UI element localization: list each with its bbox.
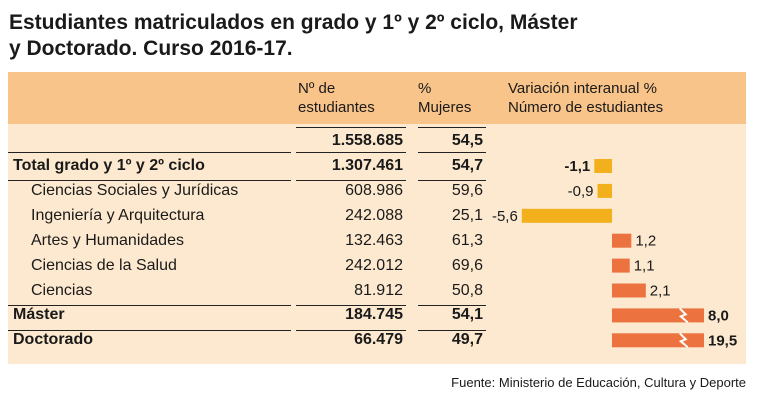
- row-label: Ingeniería y Arquitectura: [31, 206, 205, 224]
- table-rule: [418, 305, 486, 306]
- axis-break-mark: [678, 332, 689, 349]
- header-pct-women: % Mujeres: [418, 79, 471, 117]
- row-pct-women: 49,7: [451, 331, 483, 349]
- header-variation: Variación interanual % Número de estudia…: [508, 79, 663, 117]
- variation-bar: [612, 233, 632, 248]
- bar-value-label: 8,0: [708, 307, 729, 324]
- bar-value-label: 2,1: [650, 283, 671, 300]
- row-label: Total grado y 1º y 2º ciclo: [13, 157, 205, 174]
- table-rule: [8, 305, 291, 306]
- row-label: Ciencias Sociales y Jurídicas: [31, 181, 239, 199]
- row-num-students: 66.479: [354, 331, 403, 349]
- chart-title: Estudiantes matriculados en grado y 1º y…: [9, 10, 578, 62]
- table-rule: [296, 330, 406, 331]
- table-rule: [296, 305, 406, 306]
- row-num-students: 132.463: [345, 231, 403, 249]
- row-pct-women: 25,1: [451, 206, 483, 224]
- variation-bar: [612, 283, 646, 298]
- row-label: Ciencias de la Salud: [31, 256, 177, 274]
- header-num-students: Nº de estudiantes: [298, 79, 375, 117]
- row-pct-women: 54,1: [451, 306, 483, 324]
- row-pct-women: 69,6: [451, 256, 483, 274]
- row-label: Artes y Humanidades: [31, 231, 184, 249]
- variation-bar: [521, 208, 612, 223]
- table-rule: [296, 180, 406, 181]
- bar-value-label: 1,2: [635, 233, 656, 250]
- table-rule: [418, 127, 486, 128]
- header-pct-line-1: %: [418, 80, 432, 97]
- row-label: Ciencias: [31, 281, 93, 299]
- row-num-students: 608.986: [345, 181, 403, 199]
- title-line-1: Estudiantes matriculados en grado y 1º y…: [9, 11, 578, 34]
- table-rule: [8, 330, 291, 331]
- row-num-students: 1.307.461: [331, 157, 403, 174]
- table-rule: [8, 180, 291, 181]
- row-num-students: 242.088: [345, 206, 403, 224]
- bar-value-label: -5,6: [492, 208, 518, 225]
- row-pct-women: 59,6: [451, 181, 483, 199]
- variation-bar: [612, 333, 704, 348]
- total-num: 1.558.685: [331, 132, 403, 149]
- table-rule: [418, 152, 486, 153]
- header-num-line-1: Nº de: [298, 80, 336, 97]
- bar-value-label: 19,5: [708, 332, 737, 349]
- total-pct: 54,5: [451, 132, 483, 149]
- table-rule: [296, 127, 406, 128]
- row-pct-women: 61,3: [451, 231, 483, 249]
- row-num-students: 242.012: [345, 256, 403, 274]
- row-num-students: 184.745: [345, 306, 403, 324]
- bar-value-label: 1,1: [634, 258, 655, 275]
- table-header-band: [8, 72, 746, 124]
- row-label: Doctorado: [13, 331, 93, 349]
- table-rule: [8, 152, 291, 153]
- row-pct-women: 54,7: [451, 157, 483, 174]
- table-rule: [418, 330, 486, 331]
- row-label: Máster: [13, 306, 65, 324]
- row-num-students: 81.912: [354, 281, 403, 299]
- table-rule: [296, 152, 406, 153]
- variation-bar: [597, 183, 612, 198]
- variation-bar: [594, 159, 612, 173]
- variation-bar: [612, 308, 704, 323]
- row-pct-women: 50,8: [451, 281, 483, 299]
- variation-bar: [612, 258, 630, 273]
- title-line-2: y Doctorado. Curso 2016-17.: [9, 37, 293, 60]
- header-num-line-2: estudiantes: [298, 99, 375, 116]
- header-pct-line-2: Mujeres: [418, 99, 472, 116]
- header-var-line-2: Número de estudiantes: [508, 99, 664, 116]
- bar-value-label: -0,9: [568, 183, 594, 200]
- source-note: Fuente: Ministerio de Educación, Cultura…: [451, 375, 746, 390]
- axis-break-mark: [678, 307, 689, 324]
- table-rule: [418, 180, 486, 181]
- bar-value-label: -1,1: [564, 158, 590, 175]
- header-var-line-1: Variación interanual %: [508, 80, 657, 97]
